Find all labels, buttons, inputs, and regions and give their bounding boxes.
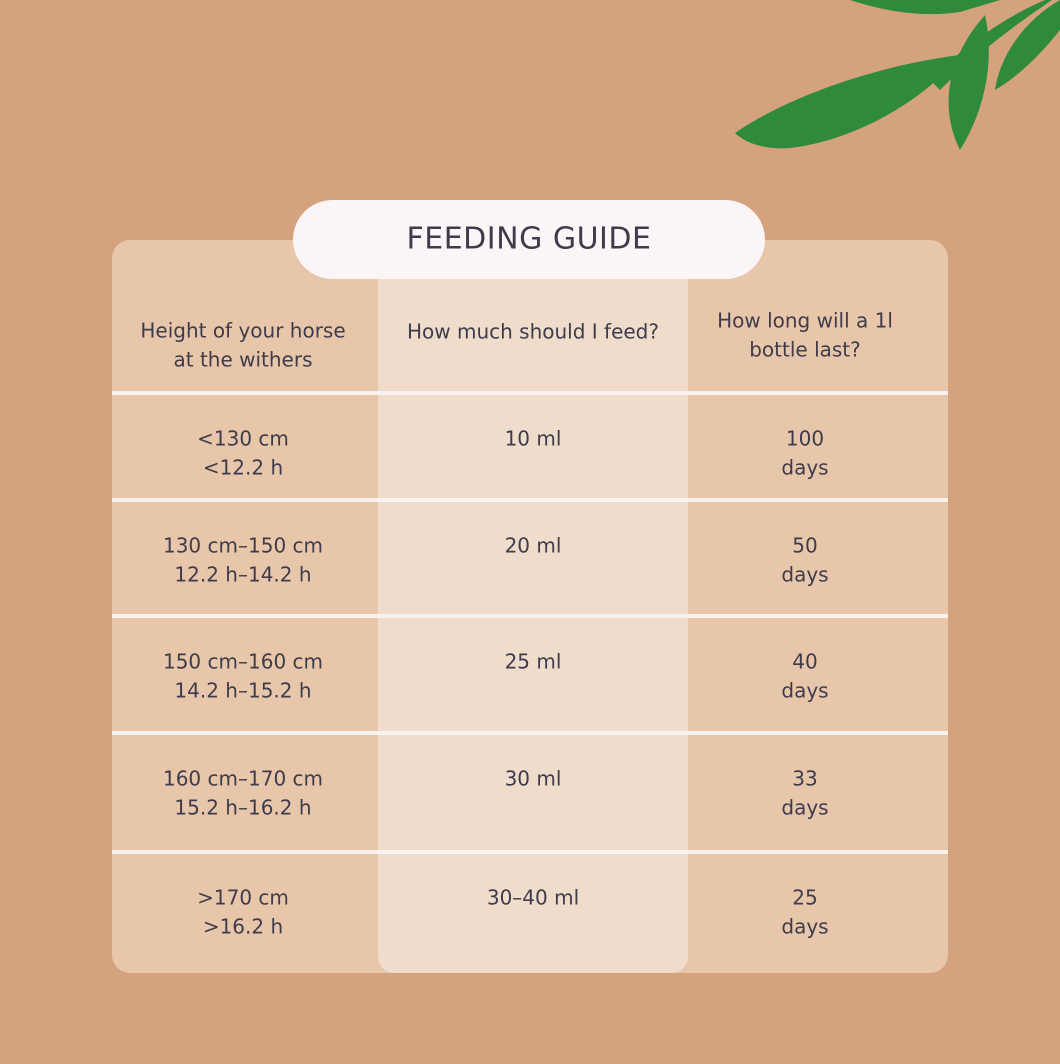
highlight-column — [378, 250, 688, 973]
row-divider — [112, 614, 948, 618]
table-cell: 25 ml — [505, 650, 562, 674]
table-cell: 40 — [792, 650, 817, 674]
table-cell: days — [781, 456, 828, 480]
table-cell: days — [781, 796, 828, 820]
table-cell: 130 cm–150 cm — [163, 534, 323, 558]
title-pill — [293, 200, 765, 279]
leaf — [850, 0, 1000, 15]
table-cell: 20 ml — [505, 534, 562, 558]
row-divider — [112, 498, 948, 502]
header-cell: How long will a 1l — [717, 309, 893, 333]
stem — [930, 0, 1052, 90]
row-divider — [112, 731, 948, 735]
header-cell: bottle last? — [749, 338, 861, 362]
table-cell: 30 ml — [505, 767, 562, 791]
table-cell: days — [781, 563, 828, 587]
leaf-decoration — [735, 0, 1060, 150]
table-cell: 150 cm–160 cm — [163, 650, 323, 674]
table-cell: 14.2 h–15.2 h — [174, 679, 311, 703]
header-cell: How much should I feed? — [407, 320, 659, 344]
leaf — [995, 0, 1060, 90]
table-cell: 160 cm–170 cm — [163, 767, 323, 791]
table-cell: <12.2 h — [203, 456, 283, 480]
table-cell: 30–40 ml — [487, 886, 579, 910]
table-cell: days — [781, 679, 828, 703]
table-cell: >170 cm — [197, 886, 289, 910]
table-cell: 12.2 h–14.2 h — [174, 563, 311, 587]
table-cell: 25 — [792, 886, 817, 910]
header-cell: Height of your horse — [140, 319, 345, 343]
header-cell: at the withers — [173, 348, 312, 372]
row-divider — [112, 850, 948, 854]
table-cell: <130 cm — [197, 427, 289, 451]
table-cell: 15.2 h–16.2 h — [174, 796, 311, 820]
table-cell: 33 — [792, 767, 817, 791]
table-cell: 50 — [792, 534, 817, 558]
table-cell: 10 ml — [505, 427, 562, 451]
leaf — [735, 55, 960, 149]
table: Height of your horse at the withers How mu… — [140, 309, 893, 939]
row-divider — [112, 391, 948, 395]
title: FEEDING GUIDE — [407, 222, 652, 257]
table-cell: 100 — [786, 427, 824, 451]
table-cell: days — [781, 915, 828, 939]
row-dividers — [112, 391, 948, 854]
table-cell: >16.2 h — [203, 915, 283, 939]
